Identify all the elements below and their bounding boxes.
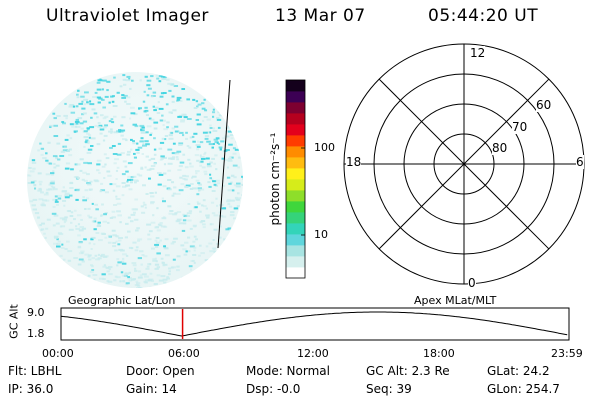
glon-status: GLon: 254.7 bbox=[487, 382, 560, 396]
timeline-right-title: Apex MLat/MLT bbox=[414, 294, 497, 307]
instrument-title: Ultraviolet Imager bbox=[46, 6, 209, 26]
mlt-label-6: 6 bbox=[576, 155, 584, 169]
color-scale-step bbox=[286, 179, 305, 191]
timeline-frame bbox=[60, 307, 570, 341]
timeline-ylabel: GC Alt bbox=[7, 304, 21, 339]
color-scale-step bbox=[286, 212, 305, 224]
gc-alt-status: GC Alt: 2.3 Re bbox=[366, 364, 450, 378]
color-scale-step bbox=[286, 234, 305, 246]
timeline-ytick-low: 1.8 bbox=[27, 327, 45, 340]
gain-status: Gain: 14 bbox=[126, 382, 177, 396]
mlt-label-0: 0 bbox=[468, 276, 476, 290]
color-scale-step bbox=[286, 245, 305, 257]
polar-grid bbox=[343, 43, 585, 285]
ip-status: IP: 36.0 bbox=[8, 382, 54, 396]
filter-status: Flt: LBHL bbox=[8, 364, 62, 378]
image-date: 13 Mar 07 bbox=[275, 6, 366, 26]
timeline-xtick-1800: 18:00 bbox=[423, 347, 455, 360]
timeline-ytick-high: 9.0 bbox=[27, 306, 45, 319]
color-scale bbox=[285, 79, 306, 279]
mlt-label-18: 18 bbox=[346, 155, 362, 169]
lat-label-80: 80 bbox=[492, 141, 508, 155]
color-scale-step bbox=[286, 102, 305, 114]
orbit-altitude-curve bbox=[60, 311, 568, 337]
timeline-xtick-1200: 12:00 bbox=[297, 347, 329, 360]
color-scale-step bbox=[286, 201, 305, 213]
timeline-xtick-0600: 06:00 bbox=[168, 347, 200, 360]
dsp-status: Dsp: -0.0 bbox=[246, 382, 301, 396]
image-time: 05:44:20 UT bbox=[428, 6, 539, 26]
color-scale-step bbox=[286, 146, 305, 158]
terminator-line bbox=[217, 79, 231, 249]
lat-label-60: 60 bbox=[536, 98, 552, 112]
color-scale-step bbox=[286, 113, 305, 125]
door-status: Door: Open bbox=[126, 364, 195, 378]
color-scale-step bbox=[286, 135, 305, 147]
color-scale-label: photon cm⁻²s⁻¹ bbox=[268, 132, 282, 226]
uv-earth-image bbox=[27, 72, 243, 288]
color-tick-10: 10 bbox=[314, 228, 328, 241]
color-scale-step bbox=[286, 190, 305, 202]
color-scale-step bbox=[286, 168, 305, 180]
timeline-xtick-0000: 00:00 bbox=[42, 347, 74, 360]
lat-label-70: 70 bbox=[512, 120, 528, 134]
color-scale-bar bbox=[286, 80, 305, 279]
color-tick-100: 100 bbox=[314, 141, 335, 154]
orbit-timeline bbox=[60, 307, 570, 341]
timeline-left-title: Geographic Lat/Lon bbox=[68, 294, 176, 307]
color-scale-step bbox=[286, 80, 305, 92]
color-scale-step bbox=[286, 267, 305, 279]
polar-diagonal-2 bbox=[378, 78, 550, 250]
mlt-label-12: 12 bbox=[470, 46, 486, 60]
color-scale-step bbox=[286, 157, 305, 169]
timeline-xtick-2359: 23:59 bbox=[551, 347, 583, 360]
mode-status: Mode: Normal bbox=[246, 364, 330, 378]
dayglow-speckle bbox=[27, 74, 243, 288]
color-scale-step bbox=[286, 91, 305, 103]
seq-status: Seq: 39 bbox=[366, 382, 412, 396]
color-scale-step bbox=[286, 124, 305, 136]
glat-status: GLat: 24.2 bbox=[487, 364, 550, 378]
color-scale-step bbox=[286, 256, 305, 268]
color-scale-step bbox=[286, 223, 305, 235]
